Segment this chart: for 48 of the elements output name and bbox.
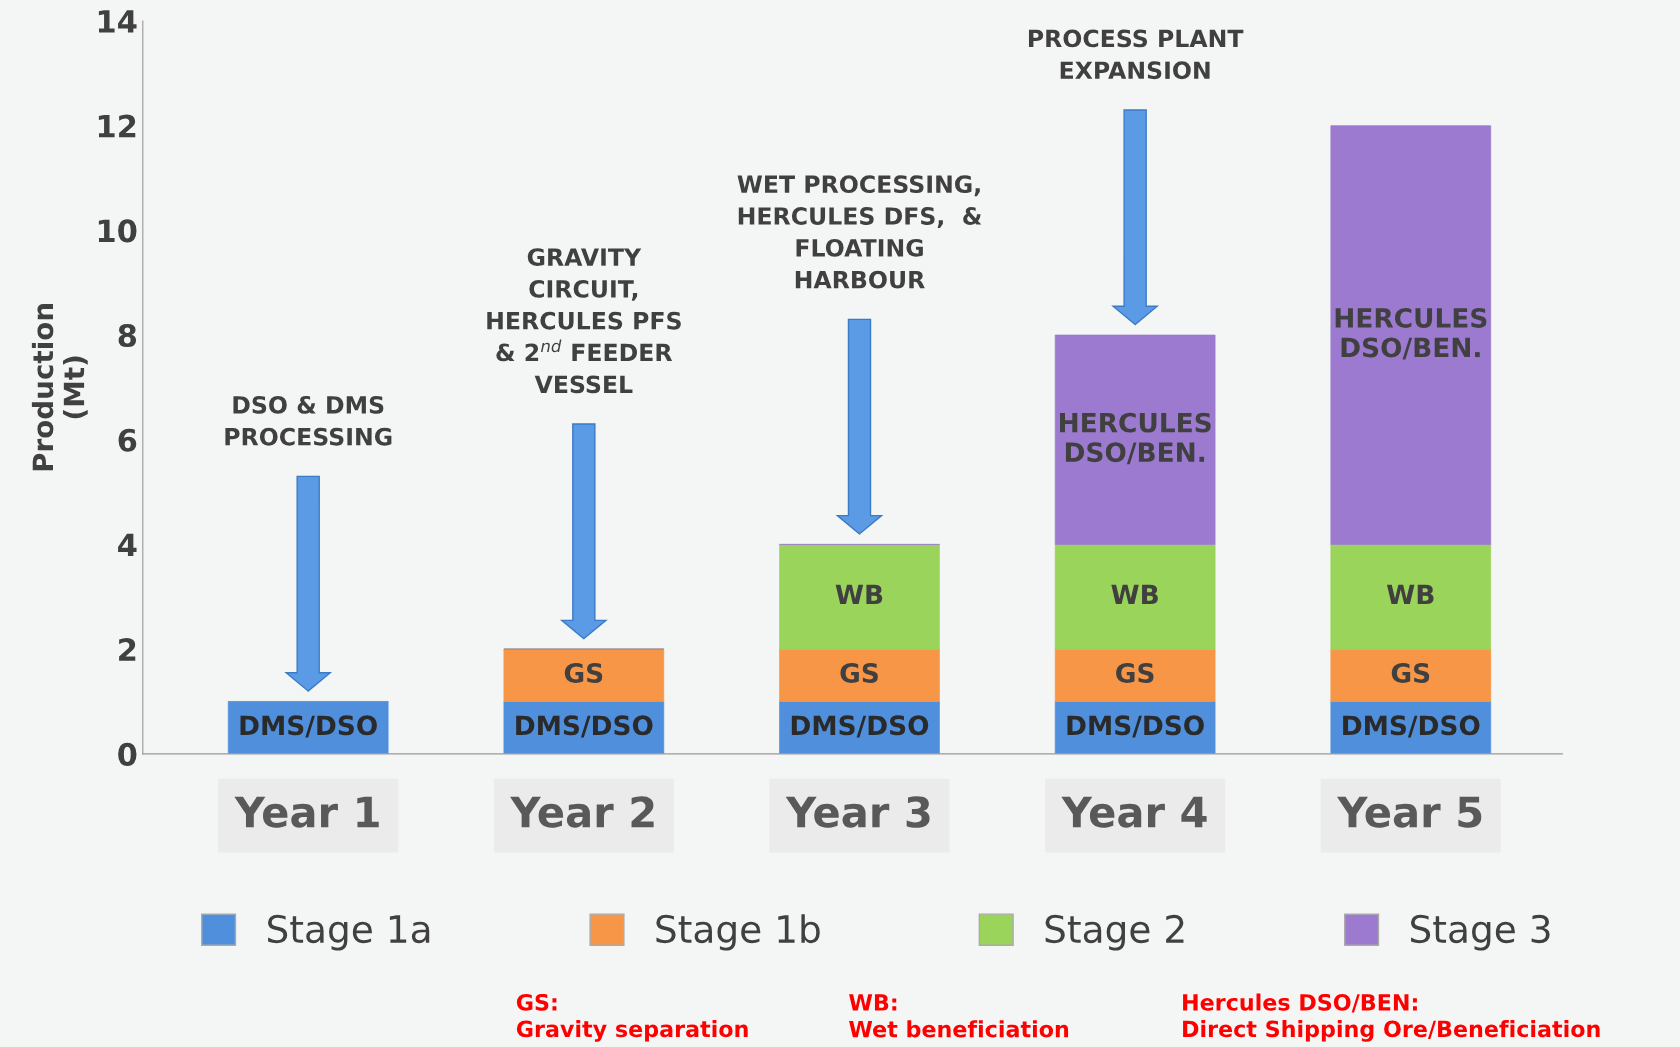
legend-label: Stage 1b [656, 914, 820, 951]
y-tick-label: 2 [119, 638, 136, 661]
legend-label: Stage 1a [267, 914, 430, 951]
data-label: DMS/DSO [240, 715, 377, 738]
y-tick-label: 10 [98, 219, 137, 243]
bar [503, 648, 665, 702]
text: GS: Gravity separation [516, 993, 748, 1042]
bar [1330, 544, 1492, 650]
y-tick-label: 4 [118, 533, 137, 557]
legend-label: Stage 3 [1410, 914, 1550, 951]
data-label: GS [1391, 663, 1430, 683]
y-tick-label: 12 [98, 114, 136, 138]
data-label: GS [1116, 663, 1154, 683]
bar [1054, 648, 1216, 702]
bar [779, 544, 940, 650]
data-label: WB [1386, 584, 1434, 605]
bar [1054, 334, 1216, 545]
x-tick-label: Year 3 [785, 796, 930, 828]
bar [1330, 125, 1492, 545]
data-label: HERCULES DSO/BEN. [1335, 307, 1487, 360]
text: WB: Wet beneficiation [849, 994, 1069, 1038]
annotation: GRAVITY CIRCUIT, HERCULES PFS & 2$^{nd}$ FEEDER VESSEL [487, 248, 681, 394]
x-tick-label: Year 2 [510, 796, 654, 828]
text: Hercules DSO/BEN: Direct Shipping Ore/Beneficiation [1183, 993, 1600, 1042]
data-label: DMS/DSO [791, 715, 929, 738]
y-tick-label: 6 [118, 428, 137, 452]
data-label: DMS/DSO [1067, 715, 1204, 738]
data-label: DMS/DSO [516, 715, 653, 738]
data-label: GS [564, 663, 603, 683]
y-tick-label: 0 [118, 742, 137, 766]
x-tick-label: Year 5 [1336, 796, 1482, 828]
y-tick-label: 14 [98, 10, 137, 33]
y-tick-label: 8 [118, 323, 137, 348]
data-label: GS [840, 663, 878, 683]
annotation: PROCESS PLANT EXPANSION [1028, 29, 1244, 80]
data-label: WB [835, 584, 883, 605]
bar [1054, 544, 1216, 650]
data-label: WB [1111, 584, 1158, 605]
annotation: WET PROCESSING, HERCULES DFS, & FLOATING HARBOUR [737, 175, 982, 289]
bar [1330, 648, 1492, 702]
x-tick-label: Year 1 [234, 796, 379, 828]
y-axis-title: Production (Mt) [31, 304, 88, 471]
data-label: HERCULES DSO/BEN. [1060, 412, 1211, 465]
bar [779, 648, 940, 702]
annotation: DSO & DMS PROCESSING [225, 395, 392, 446]
x-tick-label: Year 4 [1061, 796, 1207, 828]
data-label: DMS/DSO [1343, 715, 1480, 738]
legend-label: Stage 2 [1045, 914, 1184, 951]
